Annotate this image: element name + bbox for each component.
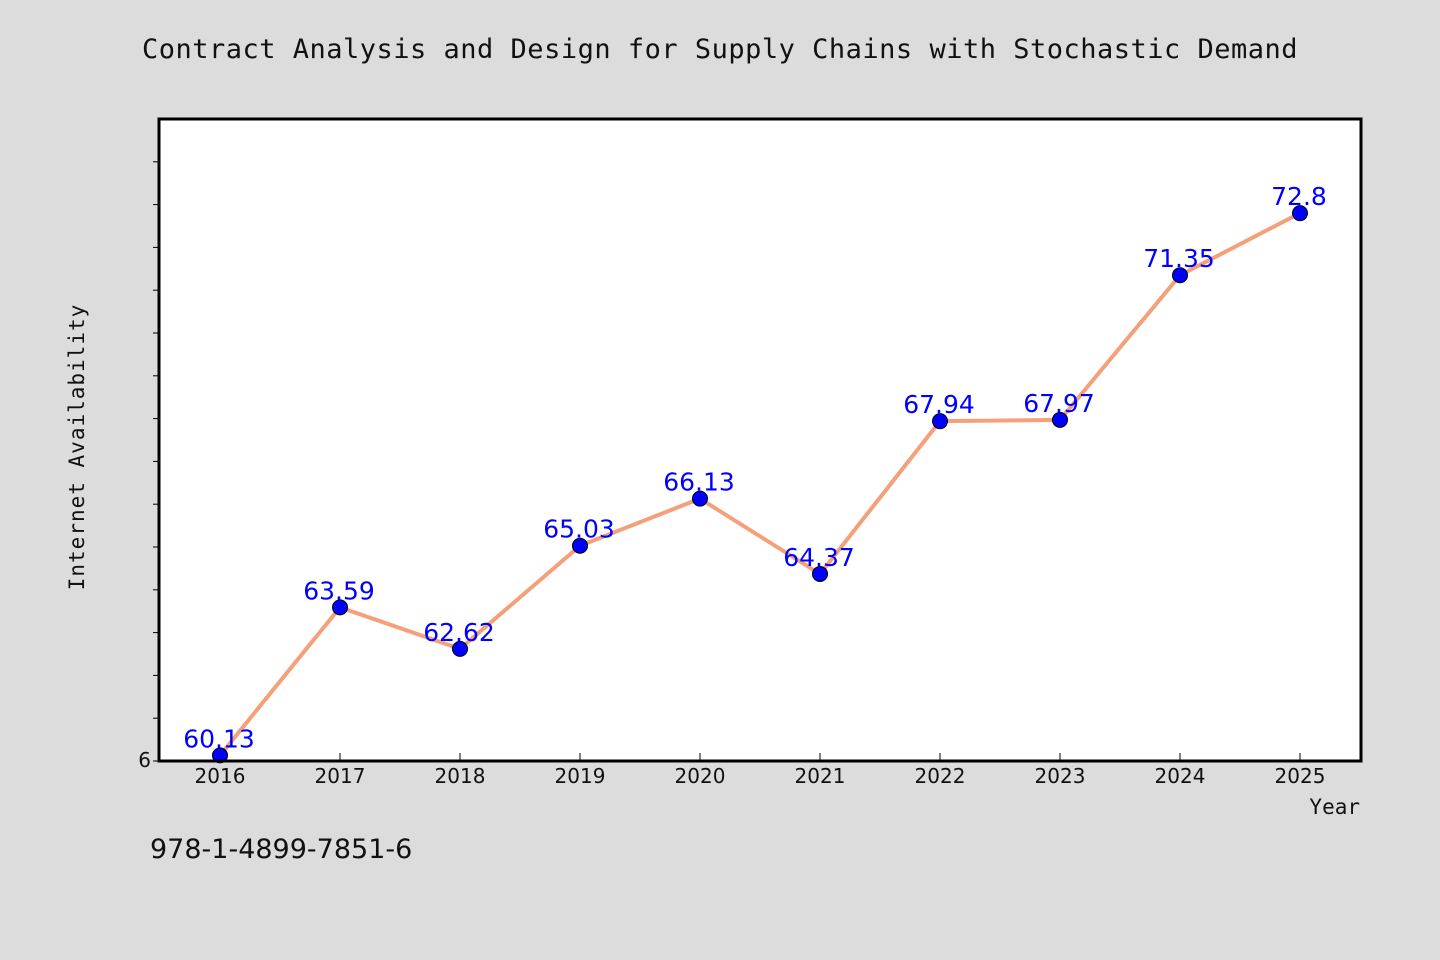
plot-area (159, 119, 1361, 761)
plot-frame (157, 117, 1363, 763)
data-point (212, 747, 228, 764)
data-label: 67.94 (903, 390, 975, 419)
x-axis-ticks: 2016 2017 2018 2019 2020 2021 2022 2023 2024 2025 (195, 753, 1326, 788)
series-markers (212, 205, 1308, 764)
series-lines (218, 211, 1302, 758)
x-tick-label: 2020 (675, 764, 726, 788)
data-label: 64.37 (783, 543, 855, 572)
data-point (332, 599, 348, 616)
data-point (1172, 267, 1188, 284)
footer-code: 978-1-4899-7851-6 (150, 834, 413, 865)
data-label: 60.13 (183, 724, 255, 753)
chart-title: Contract Analysis and Design for Supply … (141, 34, 1299, 65)
data-label: 62.62 (423, 618, 495, 647)
data-point (1292, 205, 1308, 222)
x-tick-label: 2019 (555, 764, 606, 788)
data-point (692, 490, 708, 507)
data-point (452, 640, 468, 657)
data-label: 67.97 (1023, 389, 1095, 418)
x-tick-label: 2021 (795, 764, 846, 788)
x-tick-label: 2024 (1155, 764, 1206, 788)
x-tick-label: 2016 (195, 764, 246, 788)
data-label: 66.13 (663, 468, 735, 497)
x-tick-label: 2022 (915, 764, 966, 788)
data-point (812, 565, 828, 582)
data-label: 72.8 (1271, 182, 1327, 211)
x-tick-label: 2018 (435, 764, 486, 788)
y-axis-ticks: 6 (138, 161, 159, 772)
data-label: 63.59 (303, 576, 375, 605)
data-point (572, 537, 588, 554)
data-point (932, 413, 948, 430)
x-axis-label: Year (1309, 795, 1360, 819)
data-label: 65.03 (543, 515, 615, 544)
series-line (218, 211, 1302, 758)
x-tick-label: 2023 (1035, 764, 1086, 788)
data-point (1052, 411, 1068, 428)
y-tick-label: 6 (138, 748, 151, 772)
x-tick-label: 2017 (315, 764, 366, 788)
data-label: 71.35 (1143, 244, 1215, 273)
x-tick-label: 2025 (1275, 764, 1326, 788)
data-labels: 60.13 63.59 62.62 65.03 66.13 64.37 67.94 67.97… (183, 182, 1327, 753)
